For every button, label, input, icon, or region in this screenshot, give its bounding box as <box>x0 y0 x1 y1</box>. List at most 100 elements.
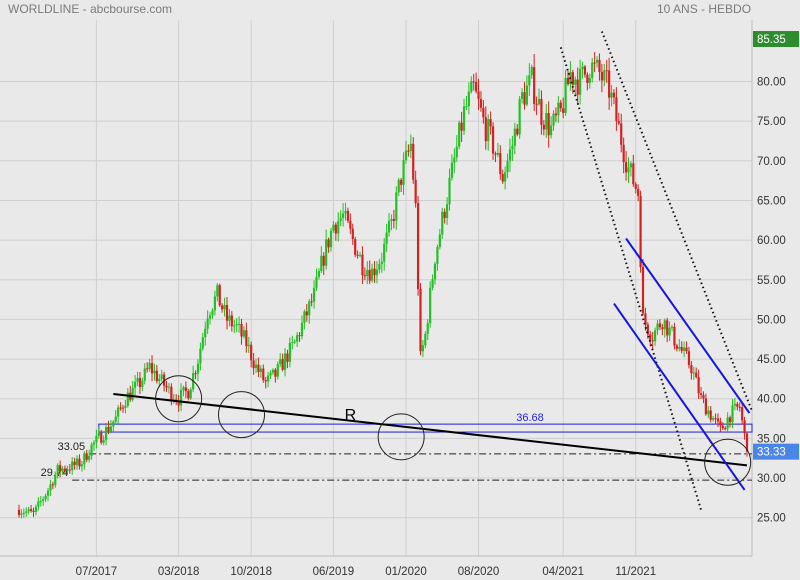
candle-body <box>736 403 739 407</box>
candle-body <box>683 347 686 351</box>
candle-body <box>436 246 439 264</box>
y-tick-label: 70.00 <box>757 156 786 168</box>
candle-body <box>54 474 57 486</box>
candle-body <box>44 495 47 500</box>
candle-body <box>179 390 183 406</box>
candle-body <box>716 418 720 422</box>
candle-body <box>204 328 207 338</box>
candle-body <box>598 59 601 73</box>
candle-body <box>296 335 299 342</box>
candle-body <box>535 103 538 105</box>
dotted-channel-line <box>559 47 703 511</box>
candle-body <box>20 513 23 515</box>
blue-trend-line <box>613 302 746 491</box>
candle-body <box>712 418 715 420</box>
candle-body <box>670 326 674 328</box>
candle-body <box>177 400 180 406</box>
candle-body <box>49 484 52 491</box>
candle-body <box>250 344 253 361</box>
candle-body <box>467 91 470 107</box>
candle-body <box>504 172 507 182</box>
candle-body <box>170 386 173 401</box>
candle-body <box>146 368 149 370</box>
candle-body <box>211 310 214 316</box>
candle-body <box>83 453 86 465</box>
candle-body <box>148 363 151 369</box>
candle-body <box>728 417 732 423</box>
candle-body <box>433 263 437 280</box>
candle-body <box>225 304 229 321</box>
candle-body <box>109 426 113 432</box>
candle-body <box>484 117 487 142</box>
candle-body <box>651 340 654 342</box>
candle-body <box>673 326 676 346</box>
candle-body <box>637 188 640 196</box>
candle-body <box>653 330 657 342</box>
x-tick-label: 04/2021 <box>542 566 584 578</box>
candle-body <box>644 313 647 325</box>
candle-body <box>622 144 625 163</box>
candles-group <box>17 52 749 519</box>
candle-body <box>390 219 393 221</box>
candle-body <box>511 145 514 150</box>
candle-body <box>293 341 296 343</box>
candle-body <box>743 420 746 434</box>
candle-body <box>245 330 248 347</box>
candle-body <box>462 106 466 131</box>
candle-body <box>666 320 669 336</box>
candle-body <box>29 509 33 511</box>
candle-body <box>274 369 277 377</box>
candle-body <box>37 501 40 507</box>
candle-body <box>366 270 369 277</box>
candle-body <box>213 296 217 311</box>
candle-body <box>100 432 103 443</box>
candle-body <box>371 268 374 281</box>
candle-body <box>327 239 330 248</box>
x-tick-label: 10/2018 <box>230 566 272 578</box>
candle-body <box>557 102 560 116</box>
candle-body <box>639 195 642 268</box>
candle-body <box>741 407 744 421</box>
candle-body <box>685 347 688 352</box>
candle-body <box>66 469 69 471</box>
candle-body <box>738 406 741 408</box>
x-tick-label: 06/2019 <box>313 566 355 578</box>
candle-body <box>346 210 350 221</box>
candle-body <box>303 311 306 323</box>
candle-body <box>421 345 425 352</box>
x-tick-label: 01/2020 <box>385 566 427 578</box>
candle-body <box>329 230 333 248</box>
candle-body <box>368 270 371 281</box>
candle-body <box>513 128 516 146</box>
candle-body <box>412 143 415 180</box>
candle-body <box>22 512 25 514</box>
candle-body <box>395 192 398 221</box>
candle-body <box>165 385 168 388</box>
candle-body <box>608 70 611 98</box>
candle-body <box>574 79 577 85</box>
candle-body <box>286 353 289 362</box>
candle-body <box>97 432 100 436</box>
candle-body <box>460 122 463 131</box>
dotted-channel-line <box>600 31 753 412</box>
highlight-circle <box>218 391 266 439</box>
candle-body <box>158 378 161 382</box>
candle-body <box>528 75 531 86</box>
candle-body <box>576 79 579 95</box>
candle-body <box>349 220 352 229</box>
candle-body <box>600 72 603 81</box>
level-label: 33.05 <box>58 441 86 453</box>
candle-body <box>136 378 139 382</box>
candle-body <box>163 374 166 386</box>
candle-body <box>27 509 30 512</box>
candle-body <box>392 219 395 221</box>
candle-body <box>566 77 570 85</box>
candle-body <box>387 220 391 233</box>
candle-body <box>317 270 321 277</box>
candle-body <box>714 418 717 420</box>
candle-body <box>680 346 683 351</box>
candle-body <box>537 98 541 105</box>
candle-body <box>562 108 565 113</box>
candle-body <box>380 261 383 265</box>
